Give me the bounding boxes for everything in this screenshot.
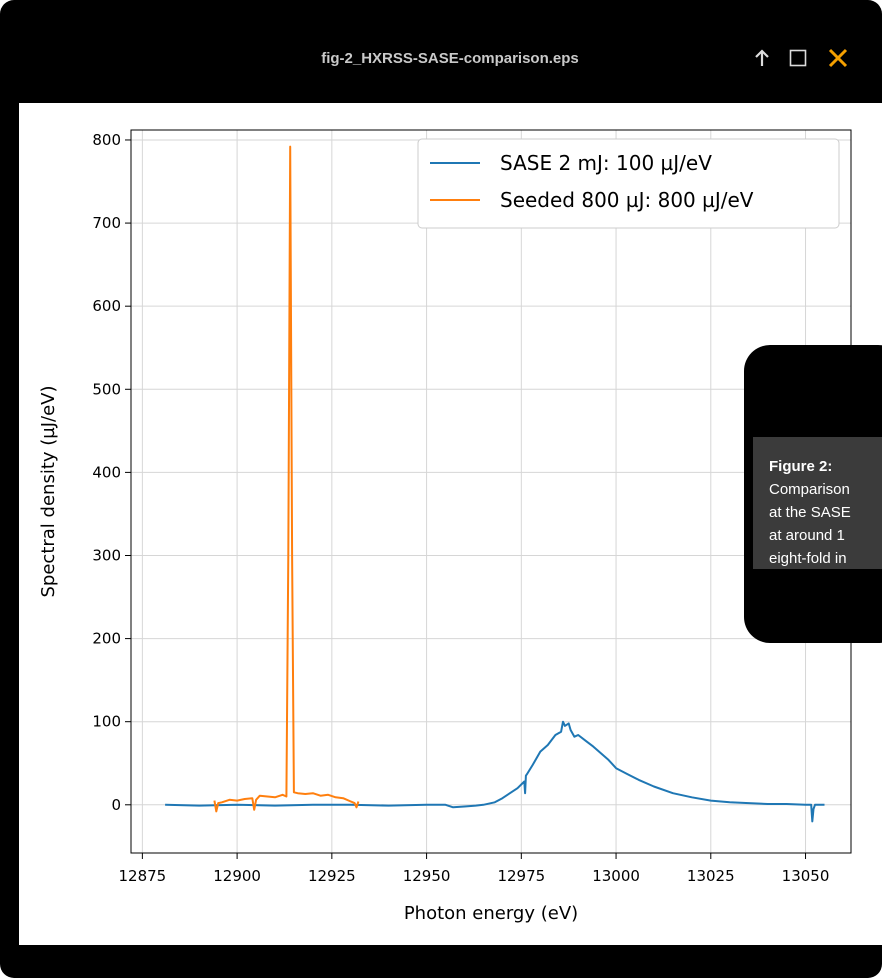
- y-tick-label: 400: [92, 463, 121, 481]
- maximize-button[interactable]: [786, 46, 810, 70]
- x-tick-label: 13050: [782, 867, 830, 885]
- close-icon: [828, 48, 848, 68]
- caption-box: Figure 2: Comparison at the SASE at arou…: [753, 437, 882, 569]
- y-axis-label: Spectral density (µJ/eV): [38, 385, 59, 597]
- x-tick-label: 12900: [213, 867, 261, 885]
- y-tick-label: 700: [92, 214, 121, 232]
- x-tick-label: 13000: [592, 867, 640, 885]
- legend-box: [417, 138, 840, 229]
- x-axis-label: Photon energy (eV): [404, 903, 578, 924]
- series-line-1: [165, 720, 825, 823]
- caption-line: at the SASE: [769, 504, 851, 521]
- caption-line: at around 1: [769, 527, 845, 544]
- close-button[interactable]: [826, 46, 850, 70]
- x-tick-label: 12925: [308, 867, 356, 885]
- y-tick-label: 500: [92, 380, 121, 398]
- caption-line: Comparison: [769, 481, 850, 498]
- caption-panel: Figure 2: Comparison at the SASE at arou…: [744, 345, 882, 643]
- x-tick-label: 12875: [119, 867, 167, 885]
- y-tick-label: 100: [92, 713, 121, 731]
- x-tick-label: 12950: [403, 867, 451, 885]
- y-tick-label: 200: [92, 630, 121, 648]
- line-chart: 12875 12900 12925 12950 12975 13000 13025 13050…: [38, 129, 852, 924]
- caption-line: eight-fold in: [769, 550, 847, 567]
- legend-label: Seeded 800 µJ: 800 µJ/eV: [500, 188, 754, 212]
- window-title: fig-2_HXRSS-SASE-comparison.eps: [321, 50, 579, 67]
- up-arrow-button[interactable]: [750, 46, 774, 70]
- up-arrow-icon: [755, 49, 769, 66]
- legend-label: SASE 2 mJ: 100 µJ/eV: [500, 151, 712, 175]
- figure-canvas: 12875 12900 12925 12950 12975 13000 13025 13050…: [19, 103, 882, 945]
- series-line-2: [213, 145, 360, 813]
- y-tick-label: 800: [92, 131, 121, 149]
- x-tick-label: 12975: [497, 867, 545, 885]
- series-lines: [165, 145, 825, 823]
- title-bar: fig-2_HXRSS-SASE-comparison.eps: [0, 0, 882, 103]
- plot-frame: [130, 129, 852, 854]
- legend: SASE 2 mJ: 100 µJ/eV Seeded 800 µJ: 800 µ…: [417, 138, 840, 229]
- maximize-icon: [789, 49, 807, 67]
- x-tick-label: 13025: [687, 867, 735, 885]
- y-tick-label: 0: [111, 796, 121, 814]
- y-tick-label: 300: [92, 546, 121, 564]
- caption-title: Figure 2:: [769, 458, 833, 475]
- y-tick-label: 600: [92, 297, 121, 315]
- axis-ticks: 12875 12900 12925 12950 12975 13000 13025 13050…: [92, 131, 829, 885]
- grid: [131, 130, 851, 853]
